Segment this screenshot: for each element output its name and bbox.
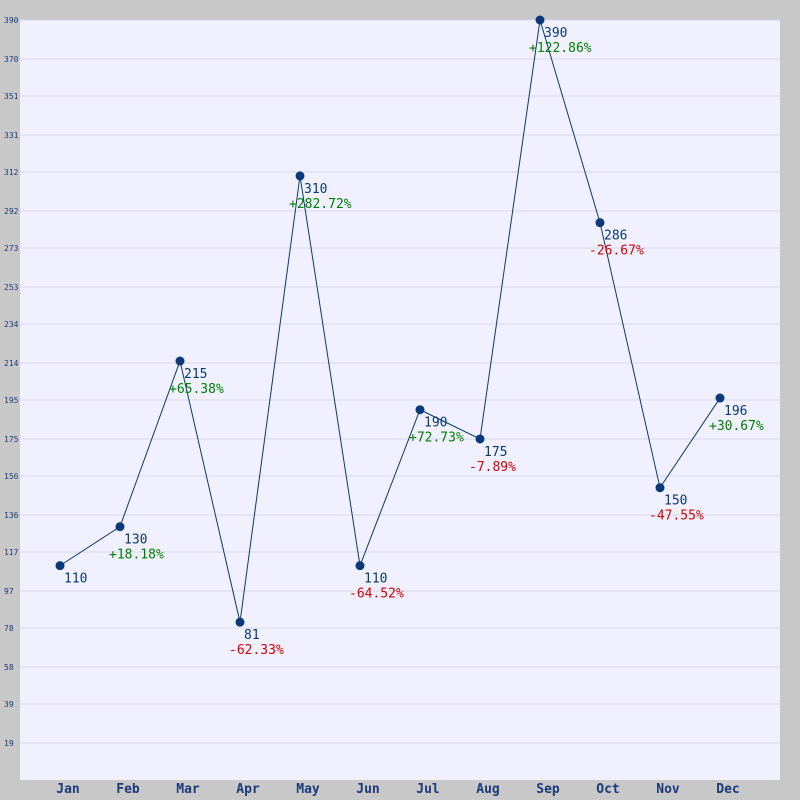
x-tick-label: Apr bbox=[236, 782, 260, 797]
data-point bbox=[475, 434, 485, 444]
data-points bbox=[55, 15, 725, 627]
value-label: 110 bbox=[364, 572, 387, 587]
data-point bbox=[595, 218, 605, 228]
change-label: -47.55% bbox=[649, 509, 704, 524]
x-tick-label: Nov bbox=[656, 782, 680, 797]
change-label: +18.18% bbox=[109, 548, 164, 563]
grid-lines bbox=[20, 19, 780, 744]
value-label: 196 bbox=[724, 404, 747, 419]
y-tick-label: 136 bbox=[4, 511, 19, 520]
x-axis: Jan Feb Mar Apr May Jun Jul Aug Sep Oct Nov Dec bbox=[56, 782, 739, 797]
value-label: 310 bbox=[304, 182, 327, 197]
value-label: 130 bbox=[124, 533, 147, 548]
value-label: 150 bbox=[664, 494, 687, 509]
value-label: 215 bbox=[184, 367, 207, 382]
change-label: +65.38% bbox=[169, 382, 224, 397]
y-tick-label: 214 bbox=[4, 359, 19, 368]
y-tick-label: 273 bbox=[4, 244, 19, 253]
x-tick-label: May bbox=[296, 782, 320, 797]
y-tick-label: 195 bbox=[4, 396, 19, 405]
y-tick-label: 39 bbox=[4, 700, 14, 709]
y-tick-label: 312 bbox=[4, 168, 19, 177]
x-tick-label: Sep bbox=[536, 782, 560, 797]
x-tick-label: Oct bbox=[596, 782, 619, 797]
y-tick-label: 78 bbox=[4, 624, 14, 633]
x-tick-label: Feb bbox=[116, 782, 140, 797]
value-label: 190 bbox=[424, 416, 447, 431]
data-point bbox=[535, 15, 545, 25]
y-tick-label: 175 bbox=[4, 435, 19, 444]
change-label: -62.33% bbox=[229, 643, 284, 658]
data-point bbox=[235, 617, 245, 627]
data-labels: 110 130+18.18% 215+65.38% 81-62.33% 310+282.… bbox=[64, 26, 764, 658]
y-tick-label: 19 bbox=[4, 739, 14, 748]
data-point bbox=[715, 393, 725, 403]
y-tick-label: 156 bbox=[4, 472, 19, 481]
data-point bbox=[175, 356, 185, 366]
value-label: 81 bbox=[244, 628, 260, 643]
y-tick-label: 331 bbox=[4, 131, 19, 140]
change-label: +72.73% bbox=[409, 431, 464, 446]
y-tick-label: 117 bbox=[4, 548, 19, 557]
value-label: 286 bbox=[604, 229, 627, 244]
value-label: 110 bbox=[64, 572, 87, 587]
value-label: 390 bbox=[544, 26, 567, 41]
x-tick-label: Mar bbox=[176, 782, 200, 797]
change-label: +122.86% bbox=[529, 41, 592, 56]
data-point bbox=[115, 522, 125, 532]
y-tick-label: 234 bbox=[4, 320, 19, 329]
y-tick-label: 58 bbox=[4, 663, 14, 672]
data-point bbox=[295, 171, 305, 181]
y-tick-label: 351 bbox=[4, 92, 19, 101]
x-tick-label: Dec bbox=[716, 782, 739, 797]
change-label: -64.52% bbox=[349, 587, 404, 602]
y-tick-label: 253 bbox=[4, 283, 19, 292]
x-tick-label: Jan bbox=[56, 782, 79, 797]
data-point bbox=[415, 405, 425, 415]
y-tick-label: 292 bbox=[4, 207, 19, 216]
data-point bbox=[55, 561, 65, 571]
series-line bbox=[59, 19, 721, 623]
x-tick-label: Aug bbox=[476, 782, 499, 797]
change-label: +30.67% bbox=[709, 419, 764, 434]
change-label: -26.67% bbox=[589, 244, 644, 259]
data-point bbox=[355, 561, 365, 571]
x-tick-label: Jun bbox=[356, 782, 379, 797]
x-tick-label: Jul bbox=[416, 782, 439, 797]
y-axis: 19 39 58 78 97 117 136 156 175 195 214 234 253 273 292… bbox=[4, 16, 19, 748]
change-label: -7.89% bbox=[469, 460, 516, 475]
value-label: 175 bbox=[484, 445, 507, 460]
change-label: +282.72% bbox=[289, 197, 352, 212]
data-point bbox=[655, 483, 665, 493]
y-tick-label: 390 bbox=[4, 16, 19, 25]
y-tick-label: 370 bbox=[4, 55, 19, 64]
y-tick-label: 97 bbox=[4, 587, 14, 596]
